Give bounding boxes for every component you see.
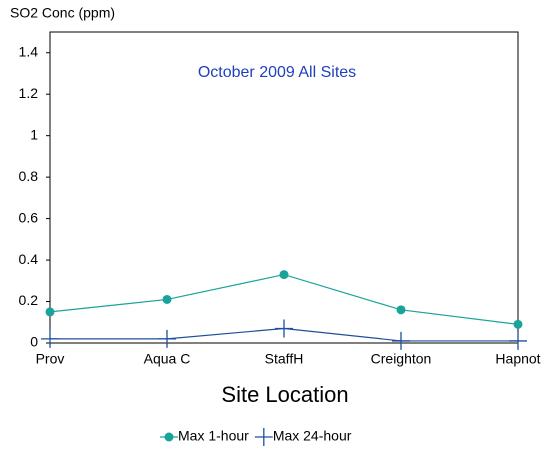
x-tick-label: Prov — [36, 351, 65, 367]
y-tick-label: 0.4 — [19, 251, 39, 267]
point — [513, 319, 523, 329]
chart-title: October 2009 All Sites — [198, 64, 356, 81]
y-tick-label: 1.4 — [19, 43, 39, 59]
y-tick-label: 0.8 — [19, 168, 39, 184]
point — [396, 305, 406, 315]
x-tick-label: Hapnot — [495, 351, 540, 367]
point — [509, 331, 527, 350]
y-tick-label: 1.2 — [19, 85, 39, 101]
y-tick-label: 0.6 — [19, 209, 39, 225]
y-tick-label: 1 — [30, 126, 38, 142]
point — [392, 331, 410, 350]
x-tick-label: StaffH — [265, 351, 304, 367]
point — [158, 329, 176, 348]
point — [275, 319, 293, 338]
series-line — [49, 273, 519, 325]
x-axis-label: Site Location — [221, 382, 348, 407]
y-tick-label: 0 — [30, 334, 38, 350]
y-tick-label: 0.2 — [19, 292, 39, 308]
x-tick-label: Creighton — [371, 351, 432, 367]
point — [279, 270, 289, 280]
plot-frame — [49, 31, 519, 344]
point — [162, 294, 172, 304]
legend-marker — [164, 432, 174, 442]
point — [45, 307, 55, 317]
legend-label: Max 1-hour — [178, 428, 249, 444]
point — [41, 329, 59, 348]
y-axis-label: SO2 Conc (ppm) — [10, 5, 115, 21]
x-tick-label: Aqua C — [144, 351, 191, 367]
legend-label: Max 24-hour — [273, 428, 352, 444]
